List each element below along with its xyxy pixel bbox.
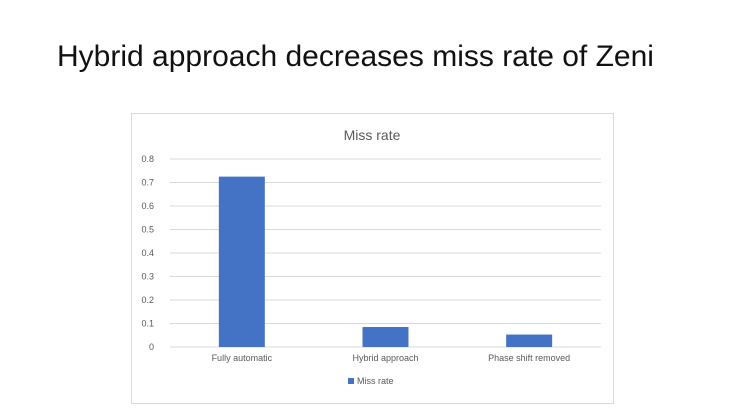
y-tick-label: 0.1 bbox=[141, 319, 154, 329]
y-tick-label: 0 bbox=[149, 342, 154, 352]
legend-label: Miss rate bbox=[357, 376, 394, 386]
y-tick-label: 0.4 bbox=[141, 248, 154, 258]
y-tick-label: 0.3 bbox=[141, 272, 154, 282]
x-tick-label: Hybrid approach bbox=[352, 353, 418, 363]
x-tick-label: Fully automatic bbox=[212, 353, 273, 363]
bar-chart: Miss rate 0 0.1 0.2 0.3 0.4 0.5 0.6 0.7 0.8 Full… bbox=[141, 127, 601, 386]
slide-title: Hybrid approach decreases miss rate of Z… bbox=[57, 40, 654, 73]
legend-swatch bbox=[348, 378, 354, 384]
y-tick-label: 0.7 bbox=[141, 178, 154, 188]
legend: Miss rate bbox=[348, 376, 394, 386]
x-tick-label: Phase shift removed bbox=[488, 353, 570, 363]
y-tick-label: 0.5 bbox=[141, 225, 154, 235]
y-tick-label: 0.8 bbox=[141, 154, 154, 164]
bar bbox=[506, 334, 553, 347]
y-axis-ticks: 0 0.1 0.2 0.3 0.4 0.5 0.6 0.7 0.8 bbox=[141, 154, 154, 352]
bars bbox=[218, 176, 553, 347]
bar bbox=[218, 176, 265, 347]
y-tick-label: 0.6 bbox=[141, 201, 154, 211]
x-axis-ticks: Fully automatic Hybrid approach Phase shif… bbox=[212, 353, 571, 363]
chart-title: Miss rate bbox=[344, 127, 401, 143]
bar bbox=[362, 327, 409, 347]
y-tick-label: 0.2 bbox=[141, 295, 154, 305]
chart-frame: Miss rate 0 0.1 0.2 0.3 0.4 0.5 0.6 0.7 0.8 Full… bbox=[131, 113, 614, 404]
